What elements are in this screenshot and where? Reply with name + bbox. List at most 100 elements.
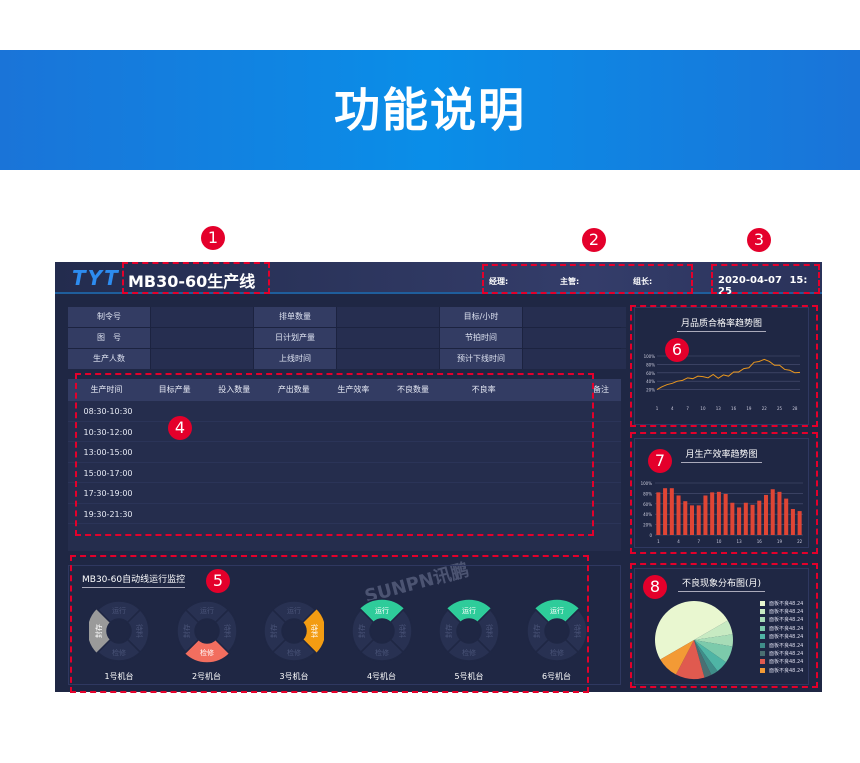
status-segment (301, 607, 327, 655)
pie-slice (660, 640, 694, 675)
time-cell: 19:30-21:30 (83, 509, 133, 519)
info-value (337, 349, 439, 369)
status-segment (182, 638, 231, 664)
legend-label: 面板不良48.24 (769, 642, 804, 649)
time-cell: 08:30-10:30 (83, 407, 133, 416)
legend-item: 面板不良48.24 (760, 641, 803, 649)
efficiency-bar (750, 504, 755, 535)
machine-5: 运行 待料 检修 封存 5号机台 (438, 598, 500, 682)
status-label: 封存 (357, 624, 366, 638)
table-row: 13:00-15:00 (68, 442, 621, 463)
defect-pie-chart (655, 601, 733, 679)
legend-swatch (760, 625, 765, 631)
callout-box-4 (75, 373, 594, 536)
quality-chart-title: 月品质合格率趋势图 (635, 316, 808, 332)
status-label: 检修 (112, 648, 126, 657)
table-header: 生产时间 目标产量 投入数量 产出数量 生产效率 不良数量 不良率 备注 (68, 379, 621, 401)
callout-box-7 (630, 432, 818, 554)
status-segment (175, 608, 200, 654)
table-row: 19:30-21:30 (68, 504, 621, 524)
status-segment (532, 598, 581, 624)
efficiency-chart-title: 月生产效率趋势图 (635, 447, 808, 463)
legend-item: 面板不良48.24 (760, 607, 803, 615)
status-segment (525, 608, 550, 654)
pie-legend: 面板不良48.24 面板不良48.24 面板不良48.24 面板不良48.24 面板不良… (760, 599, 803, 675)
legend-item: 面板不良48.24 (760, 649, 803, 657)
info-value (337, 307, 439, 327)
status-label: 待料 (485, 624, 494, 638)
column-header: 生产时间 (90, 385, 123, 394)
pie-slice (694, 640, 718, 675)
efficiency-bar (683, 501, 688, 535)
efficiency-bar (676, 495, 681, 535)
machine-label: 4号机台 (366, 672, 397, 681)
callout-box-3 (711, 264, 820, 294)
x-tick-label: 4 (677, 539, 680, 544)
info-label: 图 号 (68, 328, 150, 348)
y-tick-label: 40% (646, 379, 655, 384)
x-tick-label: 28 (792, 406, 798, 411)
status-label: 运行 (462, 606, 476, 615)
logo: TYT (72, 266, 120, 290)
x-tick-label: 4 (671, 406, 674, 411)
info-value (523, 328, 626, 348)
legend-label: 面板不良48.24 (769, 625, 804, 632)
column-header: 产出数量 (277, 385, 310, 394)
date-time: 2020-04-07 15: 25 (718, 275, 822, 297)
legend-swatch (760, 600, 765, 606)
info-grid: 制令号 排单数量 目标/小时图 号 日计划产量 节拍时间 生产人数 上线时间 预计下线时间 (68, 307, 626, 369)
efficiency-bar (790, 509, 795, 535)
info-value (523, 307, 626, 327)
status-label: 运行 (112, 606, 126, 615)
info-label: 日计划产量 (254, 328, 336, 348)
status-label: 运行 (287, 606, 301, 615)
y-tick-label: 60% (646, 371, 655, 376)
info-label: 预计下线时间 (440, 349, 522, 369)
efficiency-bar (689, 505, 695, 535)
efficiency-bar (757, 500, 762, 535)
table-row: 08:30-10:30 (68, 401, 621, 422)
legend-swatch (760, 642, 765, 648)
legend-item: 面板不良48.24 (760, 633, 803, 641)
legend-label: 面板不良48.24 (769, 617, 804, 624)
x-tick-label: 13 (737, 539, 743, 544)
y-tick-label: 20% (646, 388, 655, 393)
callout-box-5 (70, 555, 589, 693)
x-tick-label: 10 (716, 539, 722, 544)
efficiency-bar (763, 494, 769, 535)
efficiency-bar (743, 502, 748, 535)
callout-box-8 (630, 563, 818, 688)
status-label: 运行 (200, 606, 214, 615)
column-header: 不良率 (471, 385, 496, 394)
monitor-title: MB30-60自动线运行监控 (82, 572, 186, 588)
manager-label: 经理: (489, 277, 509, 286)
legend-swatch (760, 634, 765, 640)
status-label: 待料 (573, 624, 582, 638)
production-table: 生产时间 目标产量 投入数量 产出数量 生产效率 不良数量 不良率 备注 08:30-10:3… (68, 379, 621, 607)
callout-badge-2: 2 (582, 228, 606, 252)
legend-label: 面板不良48.24 (769, 651, 804, 658)
info-value (337, 328, 439, 348)
machine-2: 运行 待料 检修 封存 2号机台 (175, 599, 238, 682)
callout-box-2 (482, 264, 693, 294)
efficiency-bar (784, 498, 789, 535)
callout-badge-5: 5 (206, 569, 230, 593)
column-header: 不良数量 (396, 385, 429, 394)
pie-slice (694, 640, 712, 678)
quality-series-line (656, 358, 801, 391)
pie-slice (694, 640, 727, 672)
status-label: 封存 (444, 624, 453, 638)
status-label: 待料 (398, 624, 407, 638)
x-tick-label: 7 (697, 539, 700, 544)
x-tick-label: 16 (731, 406, 737, 411)
callout-badge-8: 8 (643, 575, 667, 599)
banner: 功能说明 (0, 50, 860, 170)
status-segment (350, 608, 375, 654)
legend-item: 面板不良48.24 (760, 616, 803, 624)
pie-slice (694, 640, 733, 663)
efficiency-bar (716, 491, 721, 535)
